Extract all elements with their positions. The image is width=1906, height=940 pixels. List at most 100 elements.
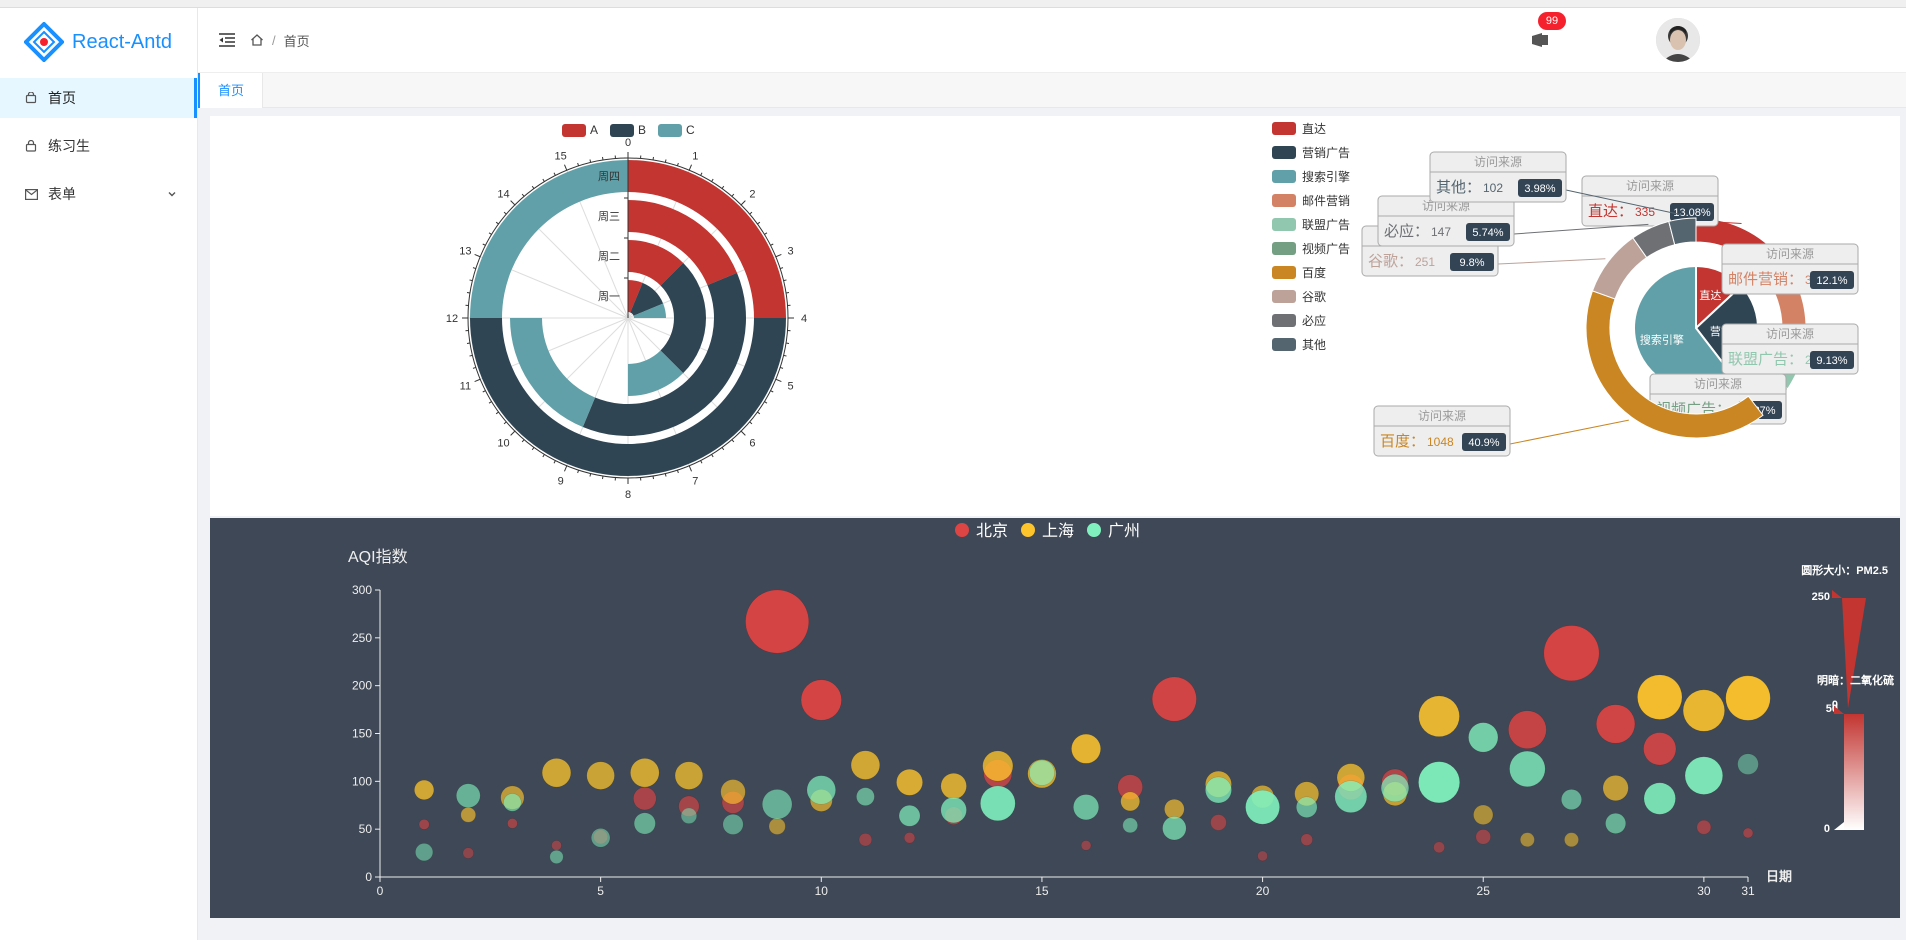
y-tick-label: 150 <box>352 727 372 741</box>
avatar[interactable] <box>1656 18 1700 62</box>
bubble-北京 <box>1696 819 1712 835</box>
legend-swatch-其他 <box>1272 338 1296 351</box>
bubble-上海 <box>1473 804 1494 825</box>
bubble-广州 <box>503 793 522 812</box>
x-tick-label: 20 <box>1256 884 1270 898</box>
legend-swatch-百度 <box>1272 266 1296 279</box>
pie-label-title: 访问来源 <box>1694 377 1742 391</box>
legend-dot-广州 <box>1087 523 1101 537</box>
pie-outer-slice-其他 <box>1668 217 1697 246</box>
tab-home[interactable]: 首页 <box>198 73 264 109</box>
legend-swatch-谷歌 <box>1272 290 1296 303</box>
polar-tick <box>780 366 784 369</box>
bubble-上海 <box>674 761 704 790</box>
polar-tick <box>510 430 516 436</box>
legend-label-联盟广告: 联盟广告 <box>1302 218 1350 232</box>
polar-tick <box>664 473 667 477</box>
pie-chart: 直达营销广告搜索引擎邮件营销联盟广告视频广告百度谷歌必应其他直达营销广告搜索引擎… <box>1272 122 1859 457</box>
polar-angle-label: 12 <box>446 313 458 325</box>
bubble-广州 <box>1245 789 1280 825</box>
legend-swatch-视频广告 <box>1272 242 1296 255</box>
bubble-广州 <box>1028 759 1055 786</box>
polar-tick <box>531 185 535 189</box>
y-axis-title: AQI指数 <box>348 548 408 566</box>
sidebar-item-form[interactable]: 表单 <box>0 174 197 214</box>
pie-label-title: 访问来源 <box>1418 409 1466 423</box>
bubble-广州 <box>1073 794 1100 821</box>
bubble-上海 <box>541 758 572 788</box>
bubble-北京 <box>1742 827 1754 839</box>
sidebar-item-trainees[interactable]: 练习生 <box>0 126 197 166</box>
polar-angle-label: 15 <box>555 150 567 162</box>
polar-tick <box>510 200 516 206</box>
polar-bar-C-周一 <box>633 303 666 318</box>
polar-tick <box>472 267 476 270</box>
sidebar-item-home[interactable]: 首页 <box>0 78 197 118</box>
y-tick-label: 300 <box>352 583 372 597</box>
x-tick-label: 10 <box>815 884 829 898</box>
polar-tick <box>589 473 592 477</box>
polar-angle-label: 14 <box>497 189 509 201</box>
legend-swatch-C <box>658 124 682 137</box>
polar-radius-label: 周四 <box>598 170 620 183</box>
legend-label-B: B <box>638 123 646 137</box>
notification-badge: 99 <box>1538 12 1566 30</box>
visualmap-color-min: 0 <box>1824 823 1830 835</box>
bubble-北京 <box>1300 833 1313 846</box>
bubble-广州 <box>415 843 434 862</box>
pie-label-percent-必应: 5.74% <box>1472 227 1503 239</box>
bubble-广州 <box>722 813 744 835</box>
legend-dot-上海 <box>1021 523 1035 537</box>
bubble-北京 <box>903 832 916 844</box>
polar-tick <box>495 411 499 415</box>
pie-outer-slice-谷歌 <box>1591 237 1648 300</box>
y-tick-label: 0 <box>365 870 372 884</box>
bubble-上海 <box>850 750 881 780</box>
polar-tick <box>775 378 782 382</box>
x-tick-label: 25 <box>1477 884 1491 898</box>
polar-tick <box>564 164 568 171</box>
bubble-北京 <box>1596 704 1636 744</box>
polar-bar-B-周四 <box>470 318 786 476</box>
x-axis-title: 日期 <box>1766 869 1792 884</box>
legend-label-上海: 上海 <box>1042 522 1074 540</box>
polar-tick <box>783 279 787 282</box>
polar-tick <box>721 447 725 451</box>
bubble-北京 <box>858 833 873 847</box>
polar-tick <box>764 232 768 235</box>
bubble-上海 <box>1682 689 1725 732</box>
breadcrumb-item: 首页 <box>283 33 310 49</box>
pie-label-name-邮件营销: 邮件营销： <box>1728 271 1803 288</box>
logo[interactable]: React-Antd <box>0 8 197 76</box>
bubble-上海 <box>768 817 786 835</box>
pie-label-percent-bg <box>1462 433 1506 451</box>
polar-tick <box>503 211 507 215</box>
bubble-上海 <box>1637 674 1683 720</box>
bubble-北京 <box>745 589 810 654</box>
pie-inner-label-直达: 直达 <box>1699 288 1721 302</box>
bubble-上海 <box>1520 832 1535 848</box>
pie-label-value-必应: 147 <box>1431 225 1451 239</box>
home-icon[interactable] <box>250 33 264 47</box>
pie-inner-label-搜索引擎: 搜索引擎 <box>1640 333 1684 347</box>
pie-label-title: 访问来源 <box>1766 247 1814 261</box>
bubble-上海 <box>1120 791 1140 812</box>
bell-icon[interactable] <box>1528 28 1552 52</box>
legend-label-邮件营销: 邮件营销 <box>1302 194 1350 208</box>
bubble-广州 <box>1643 782 1676 815</box>
bubble-上海 <box>1164 798 1185 820</box>
pie-label-value-百度: 1048 <box>1427 435 1454 449</box>
legend-label-C: C <box>686 123 695 137</box>
menu-fold-icon[interactable] <box>218 31 236 49</box>
legend-swatch-B <box>610 124 634 137</box>
polar-bar-C-周三 <box>510 318 596 428</box>
polar-tick <box>577 162 580 166</box>
legend-swatch-营销广告 <box>1272 146 1296 159</box>
legend-label-A: A <box>590 123 598 137</box>
y-tick-label: 50 <box>359 822 373 836</box>
polar-angle-label: 1 <box>692 150 698 162</box>
bubble-上海 <box>940 773 967 800</box>
polar-tick <box>474 378 481 382</box>
polar-tick <box>469 279 473 282</box>
pie-label-percent-bg <box>1518 179 1562 197</box>
